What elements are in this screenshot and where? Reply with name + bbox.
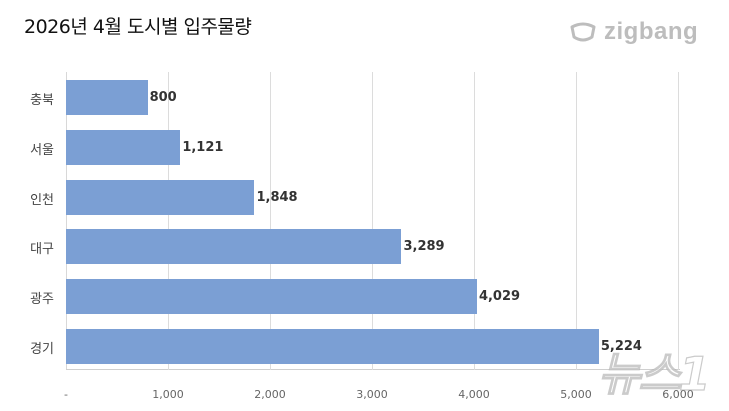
y-axis-line [66, 72, 67, 370]
x-tick-label: 1,000 [152, 388, 184, 401]
gridline [678, 72, 679, 370]
x-tick-label: 3,000 [356, 388, 388, 401]
category-label: 충북 [30, 93, 54, 109]
bar [66, 328, 599, 364]
x-tick-label: - [64, 388, 68, 401]
category-label: 서울 [30, 143, 54, 158]
x-tick-label: 6,000 [662, 388, 694, 401]
gridline [168, 72, 169, 370]
category-label: 대구 [30, 242, 54, 258]
x-tick-label: 2,000 [254, 388, 286, 401]
x-axis-line [66, 369, 680, 370]
x-tick-label: 5,000 [560, 388, 592, 401]
bar [66, 229, 402, 265]
chart-title: 2026년 4월 도시별 입주물량 [24, 16, 252, 38]
zigbang-logo: zigbang [568, 18, 698, 46]
bar [66, 279, 477, 314]
category-label: 인천 [30, 192, 54, 208]
bar-value-label: 4,029 [478, 289, 521, 304]
gridline [372, 72, 373, 370]
x-tick-label: 4,000 [458, 388, 490, 401]
gridline [270, 72, 271, 370]
plot-area: 800 1,121 1,848 3,289 4,029 5,224 [66, 72, 680, 370]
bar [66, 130, 181, 165]
bar [66, 80, 148, 116]
bar-value-label: 1,848 [256, 189, 298, 205]
zigbang-logo-text: zigbang [604, 18, 699, 45]
category-label: 광주 [30, 292, 54, 307]
category-label: 경기 [30, 341, 54, 357]
news1-watermark: 뉴스1 [597, 346, 711, 401]
gridline [576, 72, 577, 370]
bar-value-label: 3,289 [403, 239, 445, 255]
bar-value-label: 1,121 [182, 140, 224, 155]
zigbang-logo-icon [570, 22, 596, 42]
bar [66, 179, 255, 215]
gridline [474, 72, 475, 370]
bar-value-label: 5,224 [600, 338, 642, 354]
bar-value-label: 800 [149, 90, 177, 106]
